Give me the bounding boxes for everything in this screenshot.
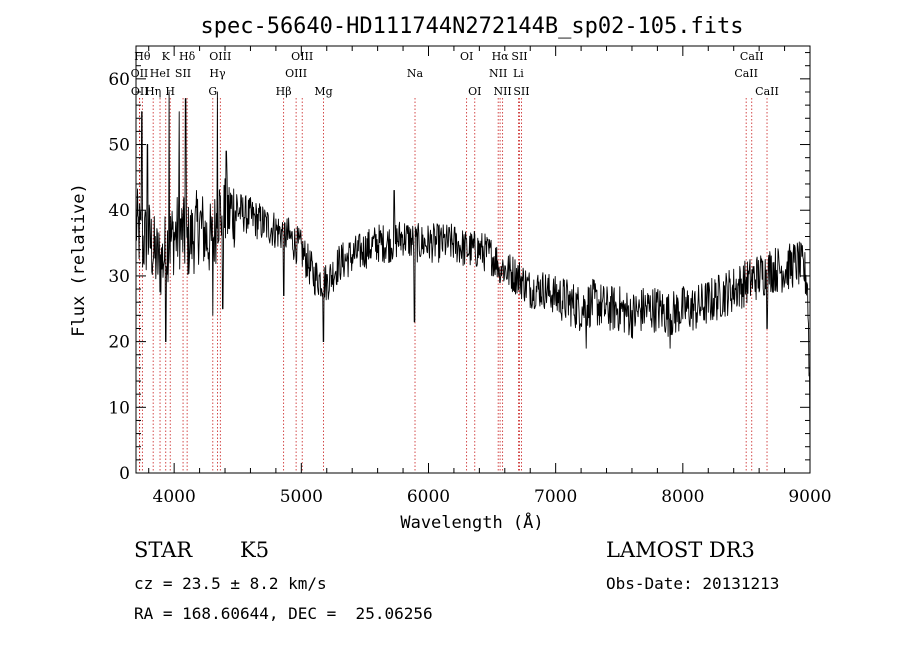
line-marker-label: OII — [131, 67, 149, 80]
y-axis: 0 10 20 30 40 50 60 — [108, 52, 810, 484]
y-tick-label: 10 — [108, 398, 130, 418]
line-marker-label: Hη — [145, 85, 161, 98]
line-marker-label: CaII — [755, 85, 779, 98]
line-marker-label: OIII — [285, 67, 307, 80]
x-tick-label: 5000 — [280, 487, 323, 507]
flux-series — [135, 91, 811, 454]
line-marker-label: OI — [468, 85, 481, 98]
y-tick-label: 50 — [108, 136, 130, 156]
line-marker-label: Na — [407, 67, 424, 80]
line-marker-label: Hδ — [179, 50, 196, 63]
y-tick-label: 30 — [108, 267, 130, 287]
line-marker-label: Mg — [314, 85, 332, 98]
flux-line — [135, 91, 811, 454]
x-tick-label: 4000 — [153, 487, 196, 507]
line-marker-label: OI — [460, 50, 473, 63]
obs-date: Obs-Date: 20131213 — [606, 574, 780, 593]
plot-frame — [135, 45, 811, 474]
redshift-readout: cz = 23.5 ± 8.2 km/s — [134, 574, 327, 593]
survey-name: LAMOST DR3 — [606, 538, 755, 562]
line-marker-label: Hγ — [209, 67, 226, 80]
line-marker-label: Hα — [492, 50, 510, 63]
line-marker-label: SII — [511, 50, 527, 63]
line-marker-label: H — [165, 85, 175, 98]
y-tick-label: 60 — [108, 70, 130, 90]
line-marker-label: SII — [513, 85, 529, 98]
line-marker-label: HeI — [150, 67, 170, 80]
line-marker-label: K — [162, 50, 171, 63]
y-axis-label: Flux (relative) — [69, 183, 89, 337]
x-tick-label: 7000 — [534, 487, 577, 507]
object-class: STAR — [134, 538, 193, 562]
y-tick-label: 40 — [108, 201, 130, 221]
x-tick-label: 9000 — [788, 487, 831, 507]
line-marker-label: CaII — [740, 50, 764, 63]
y-tick-label: 0 — [119, 464, 130, 484]
line-marker-label: Hθ — [134, 50, 151, 63]
line-marker-label: SII — [175, 67, 191, 80]
coordinates: RA = 168.60644, DEC = 25.06256 — [134, 604, 433, 623]
line-marker-label: NII — [493, 85, 511, 98]
chart-title: spec-56640-HD111744N272144B_sp02-105.fit… — [200, 14, 743, 39]
line-marker-label: OIII — [209, 50, 231, 63]
x-axis-label: Wavelength (Å) — [400, 511, 543, 533]
x-tick-label: 8000 — [661, 487, 704, 507]
emission-line-markers: OIIHθOIIHηHeIKHSIIHδGHγOIIIHβOIIIOIIIMgN… — [131, 50, 779, 473]
x-axis: 4000 5000 6000 7000 8000 9000 — [148, 46, 832, 507]
line-marker-label: G — [208, 85, 217, 98]
line-marker-label: Hβ — [276, 85, 292, 98]
line-marker-label: NII — [489, 67, 507, 80]
y-tick-label: 20 — [108, 333, 130, 353]
x-tick-label: 6000 — [407, 487, 450, 507]
line-marker-label: OIII — [291, 50, 313, 63]
line-marker-label: Li — [513, 67, 524, 80]
object-subclass: K5 — [240, 538, 270, 562]
line-marker-label: CaII — [734, 67, 758, 80]
